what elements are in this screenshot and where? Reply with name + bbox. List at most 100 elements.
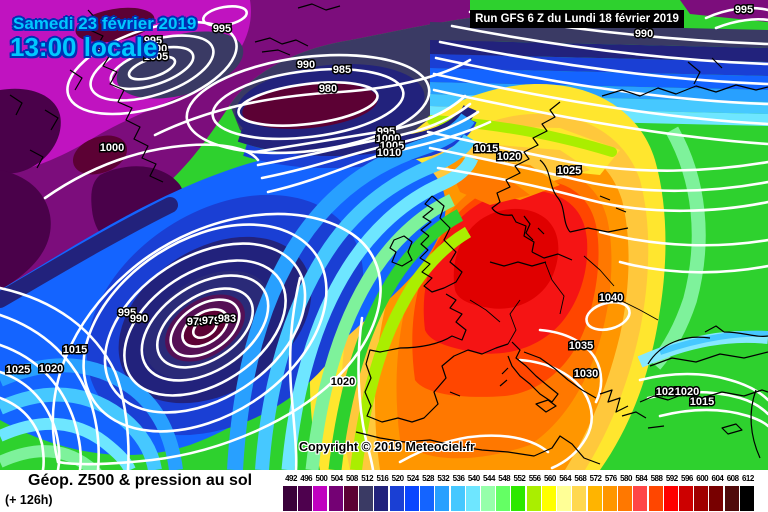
legend-value: 588 [650, 474, 663, 483]
copyright-label: Copyright © 2019 Meteociel.fr [299, 440, 475, 454]
legend-swatch [404, 486, 419, 511]
isobar-label-1025: 1025 [557, 165, 581, 177]
isobar-label-1035: 1035 [569, 340, 593, 352]
isobar-label-983: 983 [218, 313, 236, 325]
isobar-label-990: 990 [130, 313, 148, 325]
isobar-label-979: 979 [202, 315, 220, 327]
legend-value: 564 [559, 474, 572, 483]
isobar-label-979: 979 [187, 316, 205, 328]
isobar-label-1000: 1000 [143, 43, 167, 55]
legend-swatch [618, 486, 633, 511]
legend-swatch [389, 486, 404, 511]
isobar-label-1000: 1000 [376, 133, 400, 145]
isobar-label-995: 995 [377, 126, 395, 138]
legend-value: 516 [376, 474, 389, 483]
isobar-contours [0, 5, 768, 472]
legend-swatch [541, 486, 556, 511]
legend-value: 504 [330, 474, 343, 483]
legend-value: 596 [681, 474, 693, 483]
legend-swatch [526, 486, 541, 511]
legend-value: 532 [437, 474, 450, 483]
isobar-label-995: 995 [144, 35, 162, 47]
isobar-label-1005: 1005 [380, 140, 404, 152]
isobar-label-1005: 1005 [144, 51, 168, 63]
isobar-label-979: 979 [187, 316, 205, 328]
legend-value: 520 [391, 474, 404, 483]
legend-value: 512 [361, 474, 374, 483]
isobar-label-990: 990 [297, 59, 315, 71]
legend-swatch [496, 486, 511, 511]
isobar-label-1010: 1010 [377, 147, 401, 159]
isobar-label-995: 995 [377, 126, 395, 138]
legend-value: 500 [315, 474, 328, 483]
legend-swatch [663, 486, 678, 511]
legend-swatch [602, 486, 617, 511]
geopotential-color-scale: 492 496 500 504 508 512 516 520 524 528 532 536 540 5… [283, 474, 761, 512]
isobar-label-1015: 1015 [474, 143, 498, 155]
isobar-label-990: 990 [130, 313, 148, 325]
legend-value: 540 [467, 474, 480, 483]
isobar-label-995: 995 [735, 4, 753, 16]
isobar-label-1030: 1030 [574, 368, 598, 380]
forecast-hour-label: (+ 126h) [5, 493, 53, 507]
isobar-label-1015: 1015 [63, 344, 87, 356]
isobar-label-985: 985 [333, 64, 351, 76]
legend-value: 524 [406, 474, 419, 483]
legend-value: 608 [726, 474, 739, 483]
isobar-label-995: 995 [144, 35, 162, 47]
legend-swatch [313, 486, 328, 511]
isobar-label-1020: 1020 [331, 376, 355, 388]
isobar-label-1015: 1015 [63, 344, 87, 356]
legend-value: 528 [422, 474, 434, 483]
isobar-label-1020: 1020 [675, 386, 699, 398]
isobar-label-1020: 1020 [675, 386, 699, 398]
isobar-label-1025: 1025 [557, 165, 581, 177]
legend-value: 572 [589, 474, 602, 483]
isobar-label-1015: 1015 [690, 396, 714, 408]
isobar-label-1040: 1040 [599, 292, 623, 304]
legend-value: 560 [543, 474, 556, 483]
isobar-label-1010: 1010 [377, 147, 401, 159]
isobar-label-980: 980 [319, 83, 337, 95]
isobar-label-1000: 1000 [100, 142, 124, 154]
isobar-label-1025: 1025 [6, 364, 30, 376]
isobar-label-995: 995 [213, 23, 231, 35]
coastlines [9, 3, 768, 465]
isobar-label-980: 980 [319, 83, 337, 95]
isobar-label-990: 990 [635, 28, 653, 40]
legend-swatch [572, 486, 587, 511]
isobar-label-1020: 1020 [39, 363, 63, 375]
isobar-label-1015: 1015 [690, 396, 714, 408]
isobar-label-1025: 1025 [656, 386, 680, 398]
legend-swatch [587, 486, 602, 511]
legend-swatch [480, 486, 495, 511]
legend-swatch [633, 486, 648, 511]
legend-swatch [374, 486, 389, 511]
legend-value: 592 [665, 474, 678, 483]
isobar-label-1000: 1000 [100, 142, 124, 154]
isobar-label-1000: 1000 [143, 43, 167, 55]
legend-swatch [450, 486, 465, 511]
legend-value: 536 [452, 474, 465, 483]
footer-bar: Géop. Z500 & pression au sol (+ 126h) 49… [0, 470, 768, 512]
isobar-label-1000: 1000 [376, 133, 400, 145]
legend-swatch [511, 486, 526, 511]
legend-swatch [739, 486, 754, 511]
legend-swatch [343, 486, 358, 511]
isobar-label-995: 995 [118, 307, 136, 319]
legend-value: 544 [483, 474, 495, 483]
legend-value: 612 [741, 474, 754, 483]
time-label: 13:00 locale [10, 32, 158, 62]
legend-swatch [359, 486, 374, 511]
legend-value: 604 [711, 474, 724, 483]
map-title: Géop. Z500 & pression au sol [28, 472, 253, 489]
legend-swatch [709, 486, 724, 511]
isobar-label-983: 983 [218, 313, 236, 325]
isobar-label-1025: 1025 [6, 364, 30, 376]
legend-value: 556 [528, 474, 541, 483]
legend-swatch [328, 486, 343, 511]
isobar-label-985: 985 [333, 64, 351, 76]
isobar-label-1020: 1020 [497, 151, 521, 163]
isobar-label-1005: 1005 [144, 51, 168, 63]
